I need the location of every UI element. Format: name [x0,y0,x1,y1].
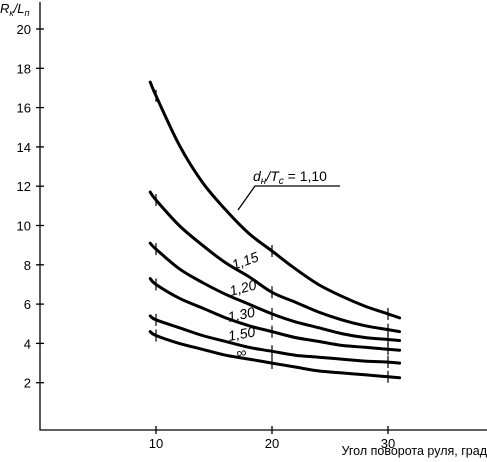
y-tick-label: 14 [17,140,31,155]
y-axis [39,2,487,431]
y-tick-label: 8 [24,258,31,273]
x-tick-label: 30 [381,436,395,451]
y-tick-label: 12 [17,179,31,194]
series-line [148,314,402,365]
legend-leader-line [237,185,340,211]
y-tick-label: 6 [24,297,31,312]
y-ticks: 2 4 6 8 10 12 14 16 18 20 [17,22,44,391]
series-label: 1,50 [227,323,257,344]
x-tick-label: 10 [149,436,163,451]
y-tick-label: 20 [17,22,31,37]
series-label: 1,15 [230,248,261,272]
x-tick-label: 20 [265,436,279,451]
series-label: ∞ [235,344,247,361]
curve-tick-marks [155,89,389,383]
series-line [148,80,402,320]
series-line [148,190,402,334]
y-tick-label: 16 [17,101,31,116]
y-tick-label: 2 [24,376,31,391]
legend-label-top: dн/Tс = 1,10 [253,168,327,187]
x-axis-label: Угол поворота руля, град [342,444,487,458]
y-tick-label: 18 [17,61,31,76]
y-axis-label: Rк/Lп [0,1,29,18]
y-tick-label: 10 [17,219,31,234]
curves [148,80,402,380]
series-label: 1,20 [228,276,259,299]
series-label: 1,30 [226,304,256,325]
y-tick-label: 4 [24,336,31,351]
x-ticks: 10 20 30 [149,426,395,451]
